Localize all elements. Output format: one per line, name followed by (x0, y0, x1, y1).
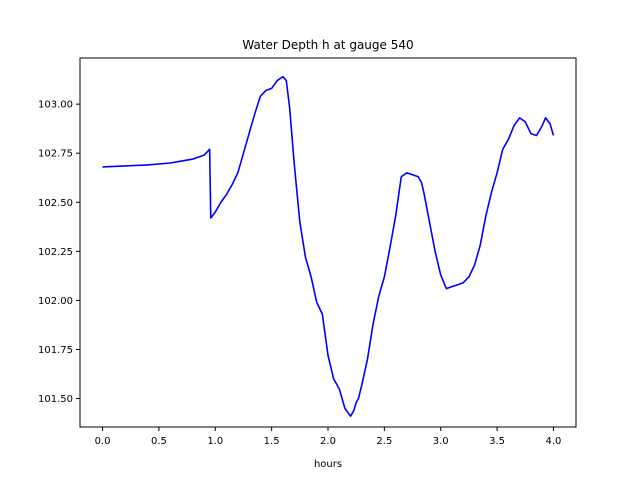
y-tick-label: 102.00 (38, 296, 73, 307)
y-tick-label: 102.50 (38, 198, 73, 209)
y-tick-label: 102.75 (38, 149, 73, 160)
plot-area (102, 75, 555, 418)
x-tick-label: 2.0 (320, 436, 336, 447)
x-tick-label: 4.0 (546, 436, 562, 447)
x-tick-label: 1.5 (264, 436, 280, 447)
y-tick-label: 103.00 (38, 100, 73, 111)
y-tick-label: 101.75 (38, 345, 73, 356)
x-tick-label: 2.5 (376, 436, 392, 447)
y-axis-ticks: 101.50 101.75 102.00 102.25 102.50 102.75 103.… (38, 100, 80, 405)
y-tick-label: 101.50 (38, 394, 73, 405)
x-tick-label: 3.0 (433, 436, 449, 447)
chart-title: Water Depth h at gauge 540 (242, 38, 413, 52)
x-tick-label: 1.0 (207, 436, 223, 447)
y-tick-label: 102.25 (38, 247, 73, 258)
axes-frame (79, 57, 577, 428)
x-tick-label: 0.0 (95, 436, 111, 447)
x-tick-label: 0.5 (151, 436, 167, 447)
x-tick-label: 3.5 (489, 436, 505, 447)
x-axis-ticks: 0.0 0.5 1.0 1.5 2.0 2.5 3.0 3.5 4.0 (95, 427, 562, 447)
series-line-0 (102, 75, 555, 418)
x-axis-label: hours (314, 459, 342, 470)
